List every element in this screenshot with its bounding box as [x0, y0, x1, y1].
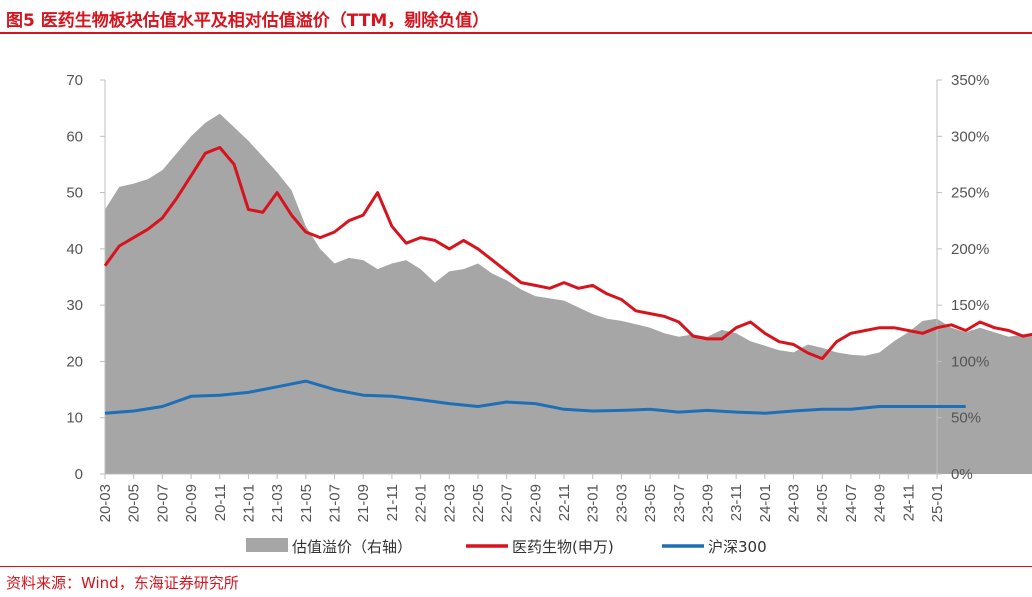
- axes-layer: 0 10 20 30 40 50 60 70 0% 50% 100% 150% 200% 250% 300%…: [66, 72, 989, 522]
- x-tick-label: 23-11: [728, 484, 745, 521]
- left-tick-label: 70: [66, 72, 83, 89]
- left-tick-label: 60: [66, 128, 83, 145]
- lines-layer: [103, 146, 1032, 415]
- right-tick-label: 150%: [951, 297, 989, 314]
- right-tick-label: 350%: [951, 72, 989, 89]
- valuation-chart: 0 10 20 30 40 50 60 70 0% 50% 100% 150% 200% 250% 300%…: [66, 72, 1032, 556]
- chart-title: 图5 医药生物板块估值水平及相对估值溢价（TTM，剔除负值）: [6, 11, 490, 31]
- right-tick-label: 0%: [951, 466, 973, 483]
- left-tick-label: 20: [66, 353, 83, 370]
- x-tick-label: 23-03: [613, 484, 630, 522]
- x-tick-label: 22-05: [470, 484, 487, 522]
- x-tick-label: 23-01: [585, 484, 602, 522]
- left-tick-label: 30: [66, 297, 83, 314]
- x-tick-label: 22-01: [413, 484, 430, 522]
- x-tick-label: 21-03: [269, 484, 286, 522]
- right-tick-label: 50%: [951, 410, 981, 427]
- left-tick-label: 50: [66, 185, 83, 202]
- premium-area-layer: [105, 113, 1032, 474]
- x-tick-label: 20-03: [97, 484, 114, 522]
- x-tick-label: 24-09: [872, 484, 889, 522]
- x-tick-label: 20-05: [126, 484, 143, 522]
- x-tick-label: 22-11: [556, 484, 573, 521]
- legend: 估值溢价（右轴） 医药生物(申万) 沪深300: [246, 538, 767, 556]
- right-tick-label: 200%: [951, 241, 989, 258]
- x-tick-label: 23-07: [671, 484, 688, 522]
- x-tick-label: 23-05: [642, 484, 659, 522]
- x-tick-label: 25-01: [929, 484, 946, 522]
- left-tick-label: 10: [66, 410, 83, 427]
- premium-area-series: [105, 113, 1032, 474]
- x-tick-label: 24-01: [757, 484, 774, 522]
- x-tick-label: 20-11: [212, 484, 229, 521]
- x-tick-label: 20-09: [183, 484, 200, 522]
- x-tick-label: 24-05: [814, 484, 831, 522]
- legend-csi300-label: 沪深300: [708, 538, 767, 556]
- right-tick-label: 300%: [951, 128, 989, 145]
- left-tick-label: 0: [75, 466, 83, 483]
- x-tick-label: 21-11: [384, 484, 401, 521]
- x-tick-label: 21-07: [327, 484, 344, 522]
- title-underline: [0, 32, 1032, 34]
- right-tick-label: 100%: [951, 353, 989, 370]
- x-tick-label: 20-07: [154, 484, 171, 522]
- left-tick-label: 40: [66, 241, 83, 258]
- legend-pharma-label: 医药生物(申万): [512, 538, 614, 556]
- source-note: 资料来源：Wind，东海证券研究所: [6, 574, 239, 592]
- pharma-line-series: [103, 146, 1032, 361]
- footer-rule: [0, 566, 1032, 567]
- csi300-line-series: [104, 379, 966, 415]
- legend-premium-label: 估值溢价（右轴）: [292, 538, 412, 556]
- x-tick-label: 21-09: [355, 484, 372, 522]
- x-tick-label: 23-09: [699, 484, 716, 522]
- x-tick-label: 24-07: [843, 484, 860, 522]
- legend-premium-swatch: [246, 538, 288, 552]
- x-tick-label: 24-03: [786, 484, 803, 522]
- x-tick-label: 21-01: [240, 484, 257, 522]
- x-tick-label: 22-09: [527, 484, 544, 522]
- x-tick-label: 21-05: [298, 484, 315, 522]
- right-tick-label: 250%: [951, 185, 989, 202]
- x-tick-label: 22-03: [441, 484, 458, 522]
- x-tick-label: 22-07: [499, 484, 516, 522]
- x-tick-label: 24-11: [900, 484, 917, 521]
